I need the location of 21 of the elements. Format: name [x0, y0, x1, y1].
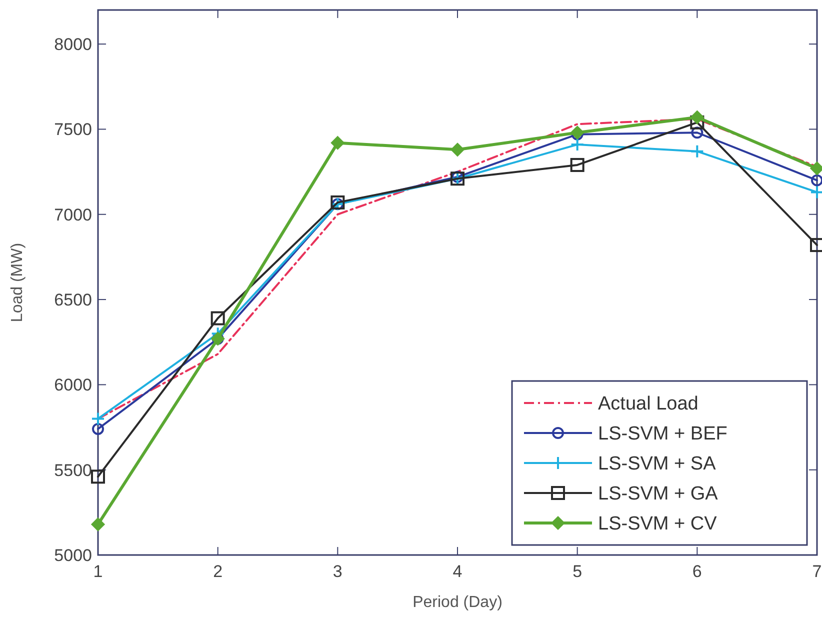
y-tick-label: 7500	[54, 120, 92, 140]
x-tick-label: 3	[332, 562, 342, 581]
x-tick-label: 5	[572, 562, 582, 581]
y-tick-label: 5500	[54, 460, 92, 480]
x-tick-label: 7	[812, 562, 822, 581]
y-axis-title: Load (MW)	[9, 242, 26, 322]
legend-label: LS-SVM + BEF	[598, 424, 728, 445]
legend-label: LS-SVM + SA	[598, 454, 716, 475]
legend-label: LS-SVM + CV	[598, 514, 718, 535]
x-tick-label: 6	[692, 562, 702, 581]
y-tick-label: 6500	[54, 290, 92, 310]
y-tick-label: 7000	[54, 205, 92, 224]
x-tick-label: 2	[213, 562, 223, 581]
x-axis-title: Period (Day)	[412, 594, 502, 611]
x-tick-label: 1	[93, 562, 103, 581]
y-tick-label: 5000	[54, 546, 92, 565]
y-tick-label: 6000	[54, 376, 92, 395]
legend-label: Actual Load	[598, 394, 698, 415]
x-tick-label: 4	[452, 562, 462, 581]
y-tick-label: 8000	[54, 35, 92, 54]
legend-label: LS-SVM + GA	[598, 484, 718, 505]
